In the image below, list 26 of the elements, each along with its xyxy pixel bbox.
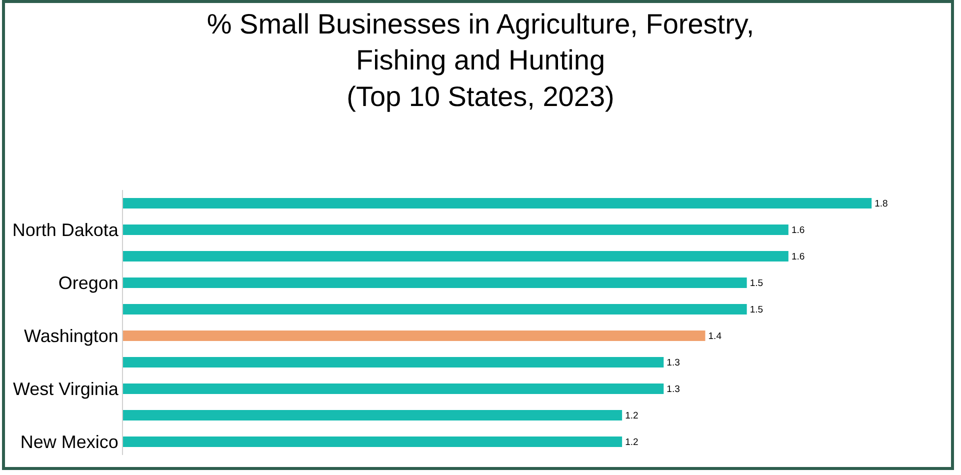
- data-label: 1.3: [666, 384, 680, 395]
- data-label: 1.6: [791, 224, 805, 236]
- bar: [123, 250, 788, 262]
- data-label: 1.2: [625, 410, 638, 422]
- bar: [123, 198, 872, 209]
- data-label: 1.3: [666, 357, 680, 368]
- data-label: 1.5: [750, 304, 764, 316]
- y-tick-label: West Virginia: [13, 379, 120, 400]
- data-label: 1.5: [750, 278, 764, 289]
- data-label: 1.8: [874, 198, 888, 210]
- data-label: 1.2: [625, 436, 638, 448]
- y-tick-label: New Mexico: [20, 432, 118, 452]
- bar: [123, 330, 706, 342]
- bar: [123, 224, 788, 236]
- data-label: 1.6: [791, 251, 805, 262]
- bar: [123, 277, 747, 288]
- y-tick-label: Oregon: [58, 273, 118, 294]
- bar: [123, 356, 664, 368]
- chart-title: % Small Businesses in Agriculture, Forestry, Fishing and Hunting (Top 10 States, 2023): [206, 8, 754, 112]
- y-tick-label: North Dakota: [12, 220, 120, 240]
- data-label: 1.4: [708, 330, 722, 342]
- bar: [123, 436, 622, 448]
- bar: [123, 383, 664, 394]
- bar: [123, 410, 622, 421]
- y-tick-label: Washington: [24, 326, 118, 346]
- bar: [123, 304, 747, 315]
